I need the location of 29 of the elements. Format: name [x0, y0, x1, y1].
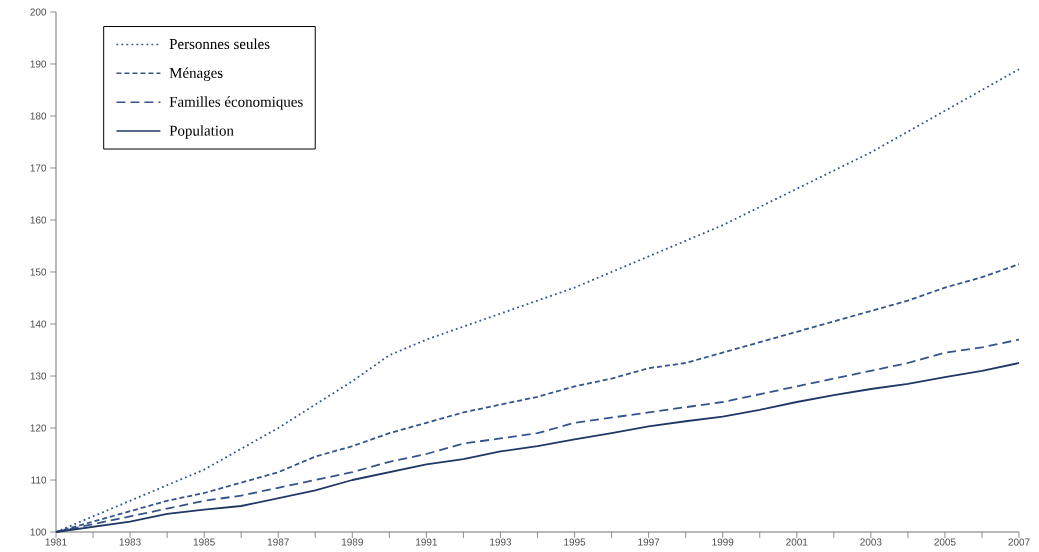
y-tick-label: 150: [30, 268, 47, 276]
x-tick-label: 1997: [638, 538, 660, 546]
y-tick-label: 130: [30, 372, 47, 380]
x-tick-label: 2001: [786, 538, 808, 546]
x-tick-label: 2003: [860, 538, 882, 546]
x-tick-label: 2005: [934, 538, 956, 546]
y-tick-label: 110: [31, 476, 47, 484]
x-tick-label: 1989: [341, 538, 363, 546]
y-tick-label: 160: [30, 216, 47, 224]
x-tick-label: 1993: [490, 538, 512, 546]
y-tick-label: 180: [30, 112, 47, 120]
legend-label: Personnes seules: [169, 38, 270, 50]
x-tick-label: 1987: [267, 538, 289, 546]
y-tick-label: 100: [30, 528, 47, 536]
legend-label: Familles économiques: [169, 96, 303, 110]
x-tick-label: 1995: [564, 538, 586, 546]
y-tick-label: 200: [30, 8, 47, 16]
y-tick-label: 170: [30, 164, 47, 172]
x-tick-label: 1999: [712, 538, 734, 546]
y-tick-label: 120: [30, 424, 47, 432]
y-tick-label: 190: [30, 60, 47, 68]
legend-label: Ménages: [169, 67, 223, 81]
x-tick-label: 2007: [1008, 538, 1030, 546]
x-tick-label: 1985: [193, 538, 215, 546]
y-tick-label: 140: [30, 320, 47, 328]
x-tick-label: 1991: [416, 538, 437, 546]
x-tick-label: 1983: [119, 538, 141, 546]
legend-label: Population: [169, 125, 234, 139]
x-tick-label: 1981: [45, 538, 67, 546]
